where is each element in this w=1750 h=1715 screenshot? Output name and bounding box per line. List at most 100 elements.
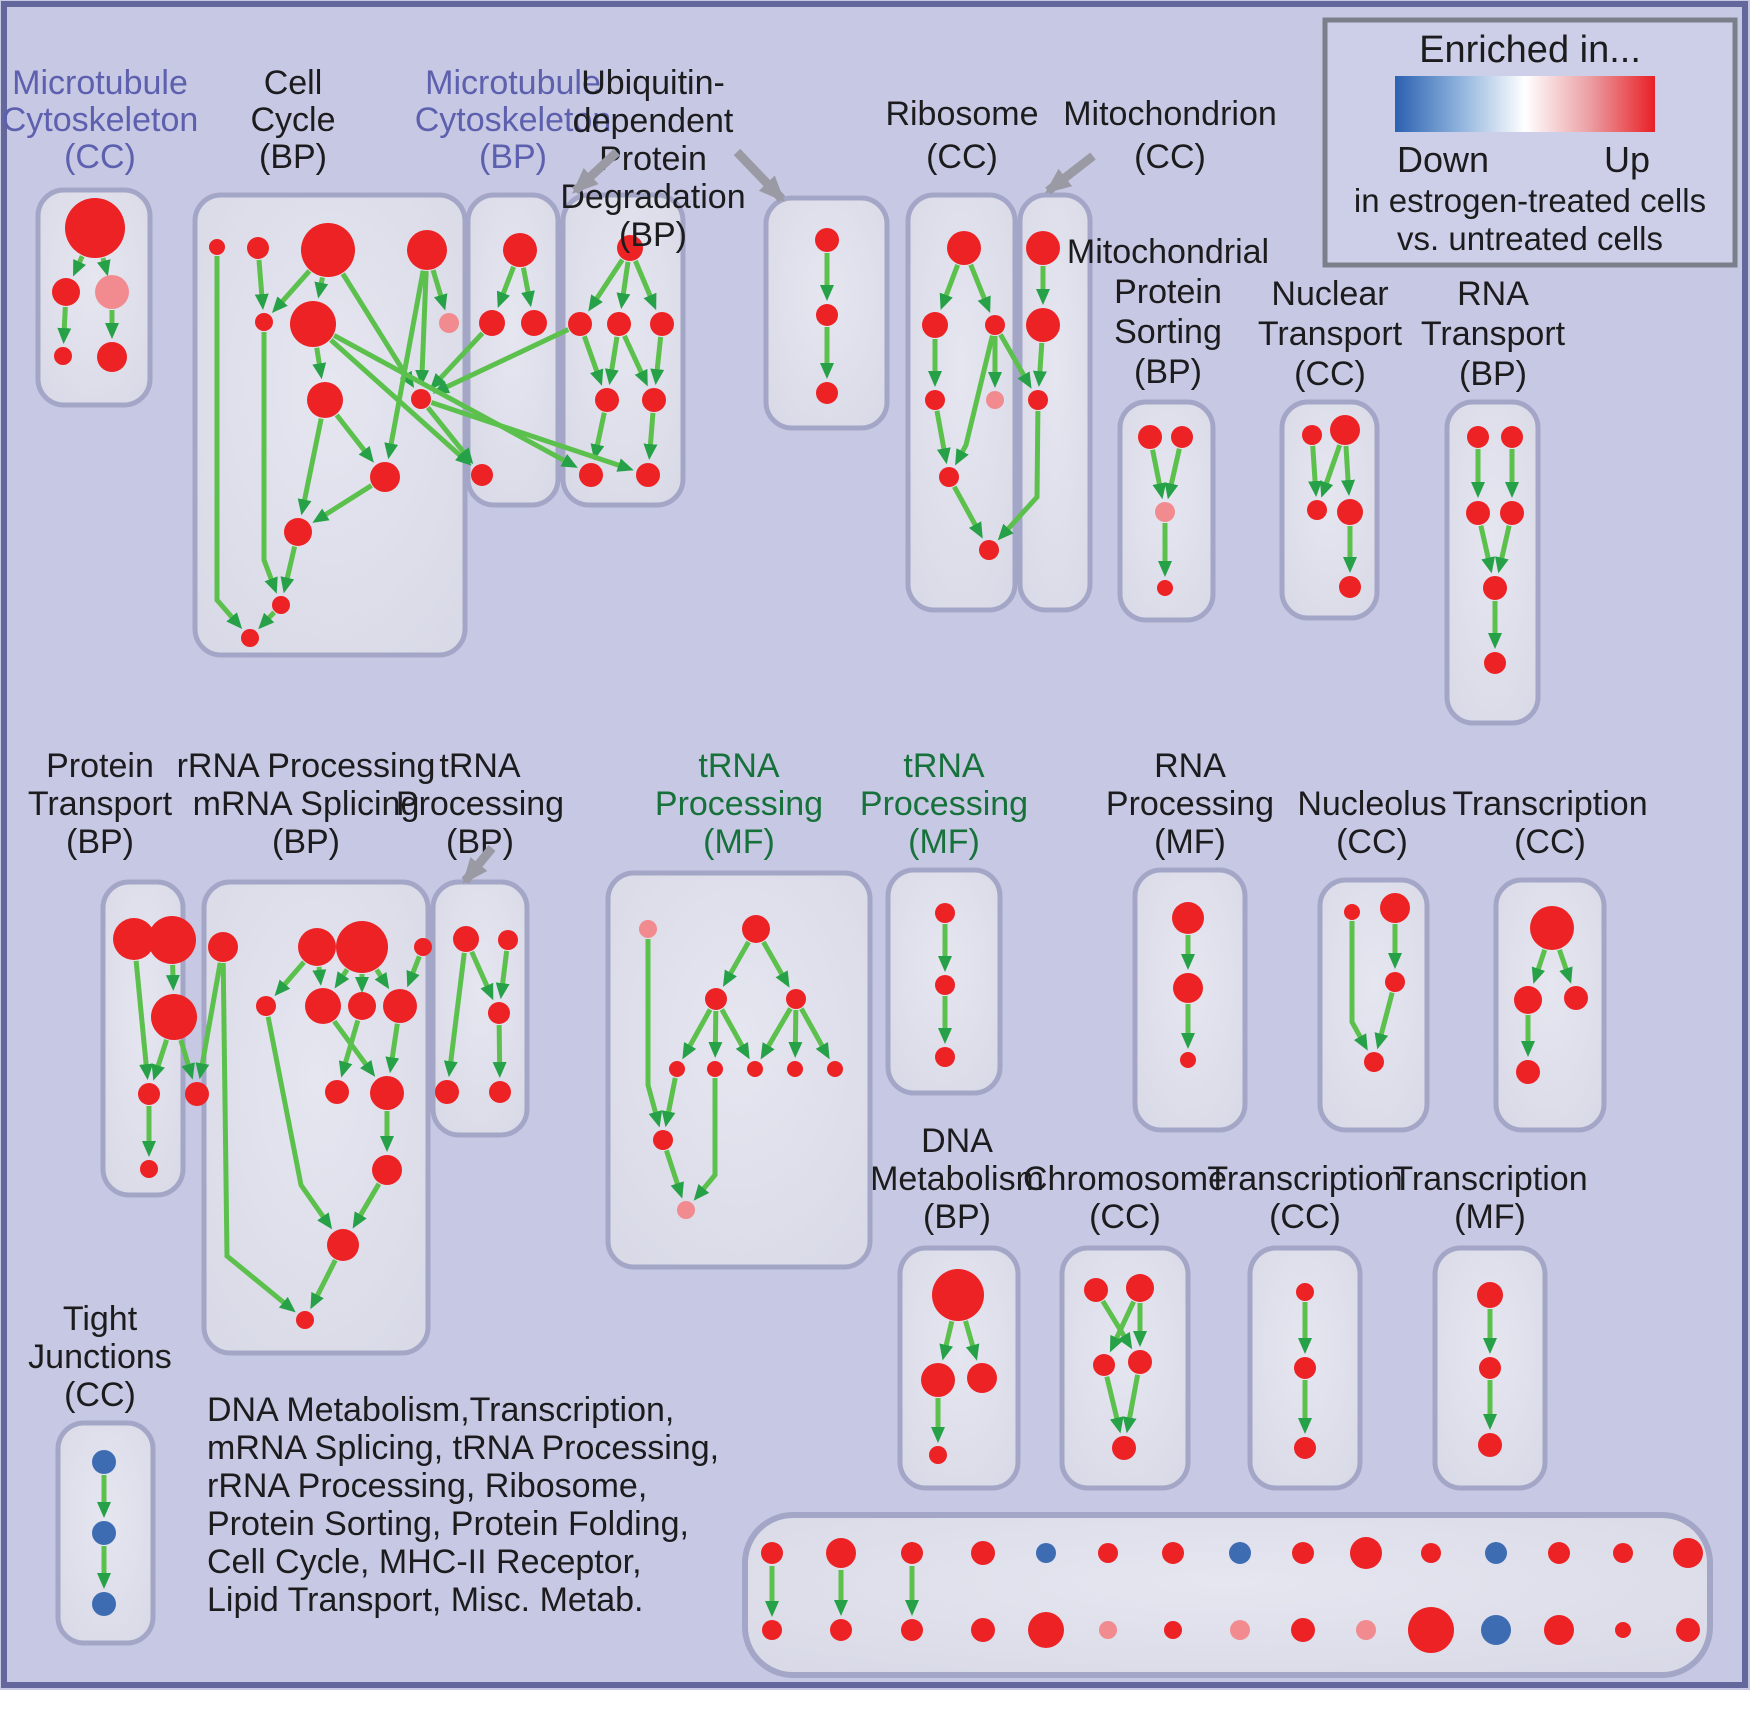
node-rr3 xyxy=(336,921,388,973)
edge-cc8-cc11 xyxy=(297,418,324,516)
rrna-processing-mrna-splicing-bp-label-line-3: (BP) xyxy=(272,823,340,861)
edge-ch2-ch3 xyxy=(1109,1300,1136,1353)
node-mtb2 xyxy=(479,310,505,336)
edge-cc8-cc10 xyxy=(334,413,374,463)
rna-transport-bp-label-line-1: RNA xyxy=(1457,275,1529,313)
chromosome-cc-label: Chromosome(CC) xyxy=(1023,1160,1227,1236)
nucleolus-cc-label: Nucleolus(CC) xyxy=(1297,785,1446,861)
node-tf9 xyxy=(827,1061,843,1077)
node-ms2 xyxy=(1171,426,1193,448)
edge-rr3-rr8 xyxy=(374,968,390,990)
node-rt3 xyxy=(1466,501,1490,525)
microtubule-bp-label-line-3: (BP) xyxy=(479,138,547,176)
edge-cc4-cc10 xyxy=(384,270,426,460)
node-rb4 xyxy=(925,390,945,410)
node-ch1 xyxy=(1084,1278,1108,1302)
trna-processing-mf-1-label-line-1: tRNA xyxy=(698,747,780,785)
cross-edge-cc9-mtb4 xyxy=(425,406,474,465)
node-mtb1 xyxy=(503,233,537,267)
edge-tf3-tf5 xyxy=(682,1008,713,1060)
nucleolus-cc-label-line-2: (CC) xyxy=(1336,823,1408,861)
rna-processing-mf-label-line-2: Processing xyxy=(1106,785,1274,823)
node-rp3 xyxy=(1180,1052,1196,1068)
microtubule-cc-label-line-3: (CC) xyxy=(64,138,136,176)
node-pt6 xyxy=(140,1160,158,1178)
edge-rr5-rr12 xyxy=(265,1016,333,1230)
node-pt1 xyxy=(113,918,155,960)
node-tc4 xyxy=(1516,1060,1540,1084)
edge-ub5-ub7 xyxy=(590,412,607,461)
misc-categories-line-6: Lipid Transport, Misc. Metab. xyxy=(207,1581,644,1619)
edge-ub1-ub2 xyxy=(588,258,625,312)
edge-ms1-ms3 xyxy=(1150,449,1167,500)
ubiquitin-degradation-bp-label-line-2: dependent xyxy=(573,102,734,140)
node-rr6 xyxy=(305,988,341,1024)
rna-processing-mf-label-line-3: (MF) xyxy=(1154,823,1226,861)
node-tf3 xyxy=(705,988,727,1010)
edge-tf2-tf4 xyxy=(761,940,790,988)
legend-title: Enriched in... xyxy=(1419,29,1641,71)
matrix-node-top-10 xyxy=(1350,1537,1382,1569)
matrix-node-bottom-9 xyxy=(1291,1618,1315,1642)
edge-rr7-rr9 xyxy=(338,1019,361,1078)
edge-ub1-ub4 xyxy=(633,259,657,311)
misc-categories-line-2: mRNA Splicing, tRNA Processing, xyxy=(207,1429,719,1467)
matrix-node-top-7 xyxy=(1162,1542,1184,1564)
node-cc11 xyxy=(284,518,312,546)
matrix-node-bottom-7 xyxy=(1164,1621,1182,1639)
misc-categories-line-1: DNA Metabolism,Transcription, xyxy=(207,1391,674,1429)
tight-junctions-cc-label-line-3: (CC) xyxy=(64,1376,136,1414)
transcription-mf-label: Transcription(MF) xyxy=(1392,1160,1587,1236)
edge-ch4-ch5 xyxy=(1122,1374,1141,1434)
node-tcb3 xyxy=(1294,1437,1316,1459)
mitochondrial-protein-sorting-bp-label-line-3: Sorting xyxy=(1114,313,1222,351)
edge-tb1-tb3 xyxy=(469,950,494,1001)
edge-rt3-rt5 xyxy=(1478,525,1495,574)
node-cc5 xyxy=(255,313,273,331)
node-rr13 xyxy=(296,1311,314,1329)
dna-metabolism-bp-label-line-3: (BP) xyxy=(923,1198,991,1236)
node-rt1 xyxy=(1467,426,1489,448)
node-nu2 xyxy=(1380,893,1410,923)
legend-subtitle-1: in estrogen-treated cells xyxy=(1354,182,1706,219)
node-ubb3 xyxy=(816,382,838,404)
ubiquitin-left-pointer xyxy=(571,148,621,195)
transcription-cc-mid-label-line-2: (CC) xyxy=(1514,823,1586,861)
edge-cc1-cc13 xyxy=(214,256,243,629)
tight-junctions-cc-label-line-2: Junctions xyxy=(28,1338,172,1376)
matrix-node-bottom-8 xyxy=(1230,1620,1250,1640)
node-nu3 xyxy=(1385,972,1405,992)
edge-nu1-nu4 xyxy=(1349,921,1368,1051)
edge-ms2-ms3 xyxy=(1164,448,1182,500)
cross-edge-cc6-mtb4 xyxy=(329,338,472,466)
edge-mc1-mc2 xyxy=(73,255,86,277)
edge-ub3-ub5 xyxy=(604,336,620,386)
protein-transport-bp-label-line-1: Protein xyxy=(46,747,154,785)
edge-rr3-rr6 xyxy=(334,968,350,989)
ubiquitin-degradation-bp-label-line-3: Protein xyxy=(599,140,707,178)
trna-processing-mf-1-label-line-3: (MF) xyxy=(703,823,775,861)
matrix-node-bottom-11 xyxy=(1408,1607,1454,1653)
cross-edge-cc9-ub8 xyxy=(430,400,634,472)
edge-tf2-tf3 xyxy=(722,940,751,987)
matrix-node-top-4 xyxy=(971,1541,995,1565)
node-rr1 xyxy=(208,932,238,962)
cell-cycle-bp-label-line-3: (BP) xyxy=(259,138,327,176)
node-ub6 xyxy=(642,388,666,412)
edge-mit2-mit3 xyxy=(1032,342,1047,388)
trna-processing-mf-2-label-line-2: Processing xyxy=(860,785,1028,823)
node-tc2 xyxy=(1514,986,1542,1014)
edge-rb6-rb7 xyxy=(952,485,983,539)
transcription-cc-bottom-label-line-2: (CC) xyxy=(1269,1198,1341,1236)
node-nt4 xyxy=(1337,499,1363,525)
edge-nu3-nu4 xyxy=(1374,992,1395,1050)
node-ub3 xyxy=(607,312,631,336)
node-mit2 xyxy=(1026,308,1060,342)
edge-cc11-cc12 xyxy=(280,546,298,594)
matrix-node-bottom-15 xyxy=(1676,1618,1700,1642)
mitochondrial-protein-sorting-bp-label-line-2: Protein xyxy=(1114,273,1222,311)
